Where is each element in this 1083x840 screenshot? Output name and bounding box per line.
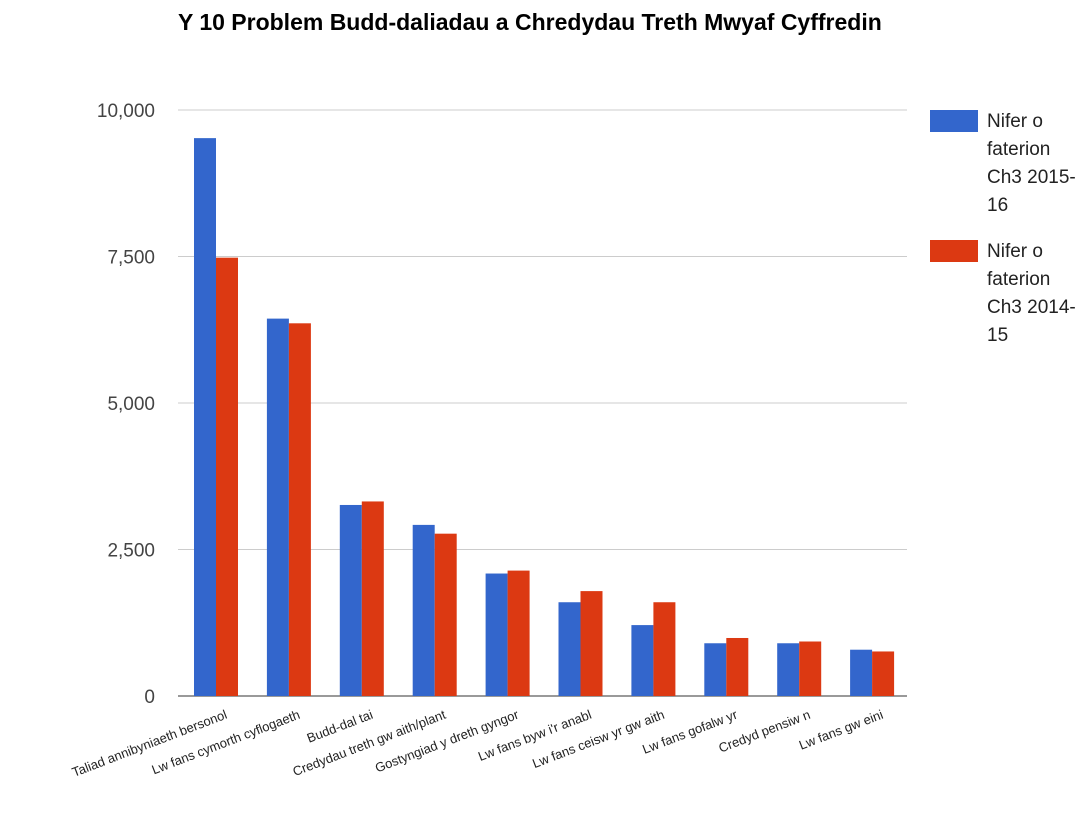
y-axis-ticks: 0 2,500 5,000 7,500 10,000 <box>97 101 155 708</box>
bar-2015-16 <box>194 138 216 697</box>
bars <box>194 138 895 697</box>
bar-2014-15 <box>507 570 530 696</box>
bar-2014-15 <box>580 591 603 696</box>
y-tick-label: 2,500 <box>107 541 155 562</box>
legend-swatch-2014-15 <box>930 240 978 262</box>
x-category-label: Lw fans gw eini <box>797 707 885 753</box>
bar-2014-15 <box>216 257 238 696</box>
bar-2014-15 <box>872 651 895 696</box>
bar-2014-15 <box>288 323 311 696</box>
legend-label-2014-15: Nifer o faterion Ch3 2014-15 <box>987 241 1076 346</box>
bar-2015-16 <box>850 649 873 696</box>
bar-2014-15 <box>434 533 457 696</box>
x-category-label: Lw fans ceisw yr gw aith <box>530 707 666 771</box>
bar-2015-16 <box>485 573 508 696</box>
bar-2015-16 <box>631 625 654 696</box>
bar-2015-16 <box>412 524 435 696</box>
bar-2015-16 <box>339 504 362 696</box>
y-tick-label: 5,000 <box>107 394 155 415</box>
legend: Nifer o faterion Ch3 2015-16 Nifer o fat… <box>930 108 1080 368</box>
bar-2015-16 <box>558 602 581 696</box>
legend-label-2015-16: Nifer o faterion Ch3 2015-16 <box>987 111 1076 216</box>
legend-swatch-2015-16 <box>930 110 978 132</box>
bar-2014-15 <box>653 602 676 696</box>
y-tick-label: 0 <box>144 687 155 708</box>
bar-2015-16 <box>704 643 727 696</box>
chart-title: Y 10 Problem Budd-daliadau a Chredydau T… <box>178 9 882 35</box>
y-tick-label: 10,000 <box>97 101 155 122</box>
bar-2014-15 <box>799 641 822 696</box>
y-tick-label: 7,500 <box>107 248 155 269</box>
bar-2015-16 <box>266 318 289 696</box>
legend-item-2014-15: Nifer o faterion Ch3 2014-15 <box>930 238 1080 368</box>
legend-item-2015-16: Nifer o faterion Ch3 2015-16 <box>930 108 1080 238</box>
bar-2014-15 <box>361 501 384 696</box>
bar-2014-15 <box>726 637 749 696</box>
bar-2015-16 <box>777 643 800 696</box>
